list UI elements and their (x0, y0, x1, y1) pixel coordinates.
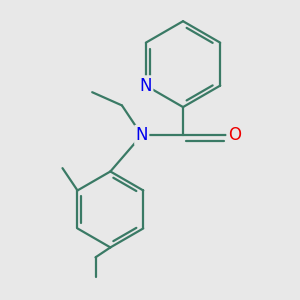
Text: O: O (228, 126, 241, 144)
Text: N: N (136, 126, 148, 144)
Text: N: N (140, 76, 152, 94)
